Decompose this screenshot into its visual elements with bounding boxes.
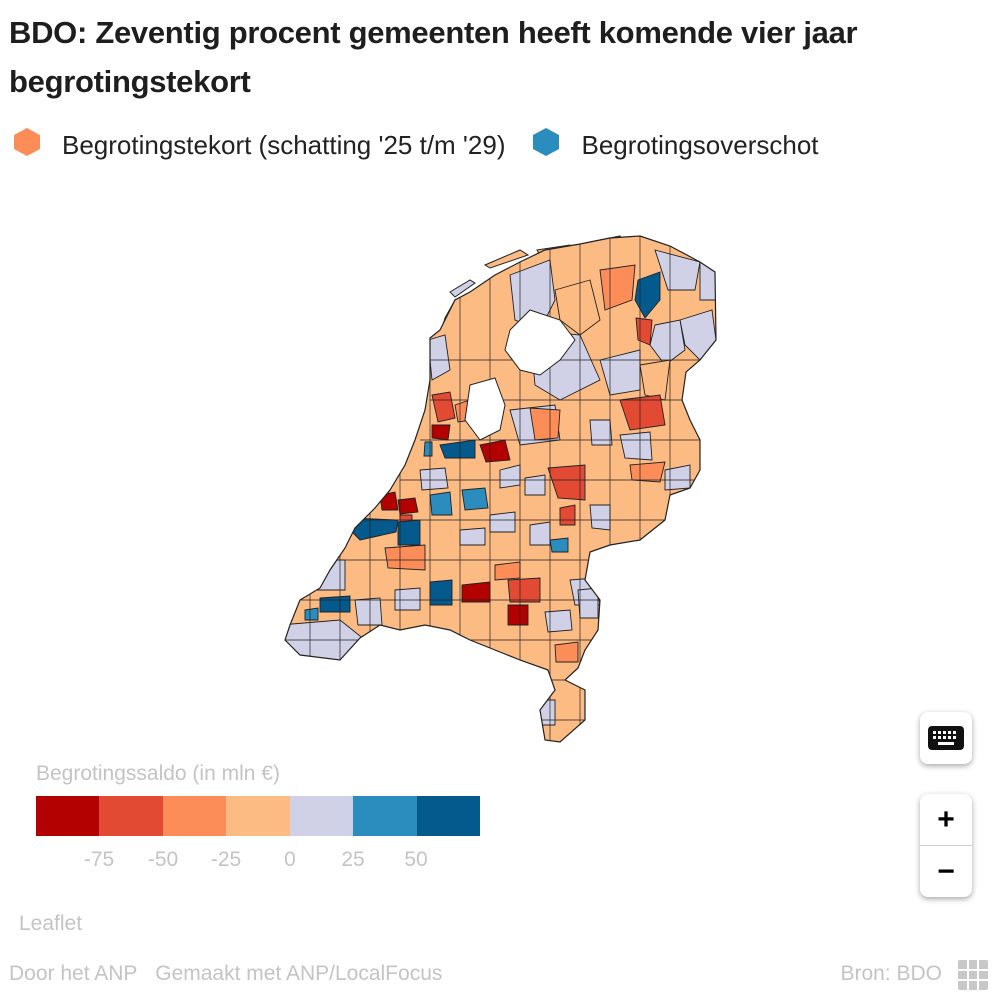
keyboard-icon (928, 726, 964, 750)
scale-bin-2 (99, 796, 163, 836)
source-label: Bron: BDO (840, 962, 942, 985)
zoom-out-button[interactable]: − (937, 854, 955, 888)
scale-bin-7 (416, 796, 480, 836)
legend-label-deficit: Begrotingstekort (schatting '25 t/m '29) (62, 130, 506, 160)
scale-tick: -25 (210, 848, 242, 871)
page-title: BDO: Zeventig procent gemeenten heeft ko… (9, 15, 858, 99)
footer-credits: Door het ANP Gemaakt met ANP/LocalFocus (9, 962, 454, 986)
color-scale-legend: Begrotingssaldo (in mln €) -75 -50 -25 0… (36, 762, 480, 878)
keyboard-shortcuts-button[interactable] (920, 712, 972, 764)
scale-tick: -50 (147, 848, 179, 871)
netherlands-map[interactable] (270, 220, 740, 760)
scale-bin-4 (226, 796, 290, 836)
legend-label-surplus: Begrotingsoverschot (581, 130, 819, 160)
zoom-in-button[interactable]: + (920, 794, 972, 846)
scale-title: Begrotingssaldo (in mln €) (36, 762, 280, 785)
scale-bin-1 (36, 796, 100, 836)
scale-tick: 25 (341, 848, 365, 871)
leaflet-attribution-link[interactable]: Leaflet (19, 912, 83, 935)
category-legend: Begrotingstekort (schatting '25 t/m '29)… (12, 127, 845, 161)
legend-item-surplus: Begrotingsoverschot (531, 127, 819, 161)
table-grid-icon[interactable] (958, 960, 988, 990)
legend-item-deficit: Begrotingstekort (schatting '25 t/m '29) (12, 127, 506, 161)
footer-made-with-link[interactable]: Gemaakt met ANP/LocalFocus (155, 962, 443, 985)
scale-tick: 50 (404, 848, 428, 871)
municipalities (285, 236, 716, 742)
scale-bar (36, 796, 480, 836)
footer-by: Door het ANP (9, 962, 138, 985)
scale-tick: 0 (284, 848, 296, 871)
scale-ticks: -75 -50 -25 0 25 50 (36, 848, 480, 878)
hexagon-icon (14, 127, 40, 156)
hexagon-icon (533, 127, 560, 156)
scale-tick: -75 (83, 848, 115, 871)
scale-bin-5 (289, 796, 354, 836)
scale-bin-6 (353, 796, 417, 836)
scale-bin-3 (162, 796, 227, 836)
zoom-control: + − (920, 794, 972, 897)
